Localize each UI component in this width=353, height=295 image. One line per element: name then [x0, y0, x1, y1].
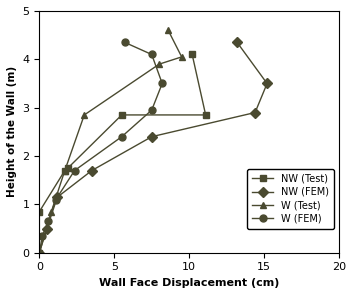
Line: NW (Test): NW (Test) — [36, 51, 209, 256]
W (FEM) — [37, 251, 41, 255]
Legend: NW (Test), NW (FEM), W (Test), W (FEM): NW (Test), NW (FEM), W (Test), W (FEM) — [247, 169, 334, 229]
NW (FEM) — [235, 41, 239, 44]
NW (FEM) — [90, 169, 94, 172]
W (Test) — [180, 55, 184, 59]
W (Test) — [37, 251, 41, 255]
NW (Test) — [37, 210, 41, 214]
Y-axis label: Height of the Wall (m): Height of the Wall (m) — [7, 66, 17, 197]
W (FEM) — [72, 169, 77, 172]
W (FEM) — [160, 82, 164, 85]
NW (FEM) — [45, 227, 49, 230]
NW (FEM) — [150, 135, 154, 138]
Line: NW (FEM): NW (FEM) — [36, 39, 270, 256]
NW (Test) — [66, 166, 70, 170]
NW (Test) — [120, 113, 124, 117]
NW (Test) — [37, 251, 41, 255]
NW (Test) — [190, 53, 194, 56]
Line: W (Test): W (Test) — [36, 27, 185, 256]
W (FEM) — [150, 53, 154, 56]
W (Test) — [166, 29, 170, 32]
Line: W (FEM): W (FEM) — [36, 39, 166, 256]
NW (Test) — [204, 113, 208, 117]
NW (Test) — [63, 169, 67, 172]
NW (FEM) — [265, 82, 269, 85]
NW (FEM) — [55, 195, 59, 199]
W (FEM) — [120, 135, 124, 138]
NW (FEM) — [37, 251, 41, 255]
W (FEM) — [54, 198, 58, 201]
W (FEM) — [46, 219, 50, 223]
W (FEM) — [122, 41, 127, 44]
W (Test) — [82, 113, 86, 117]
W (Test) — [157, 62, 161, 66]
W (Test) — [49, 210, 53, 214]
W (FEM) — [150, 108, 154, 112]
W (Test) — [63, 169, 67, 172]
W (FEM) — [40, 234, 44, 237]
NW (FEM) — [253, 111, 257, 114]
X-axis label: Wall Face Displacement (cm): Wall Face Displacement (cm) — [99, 278, 279, 288]
